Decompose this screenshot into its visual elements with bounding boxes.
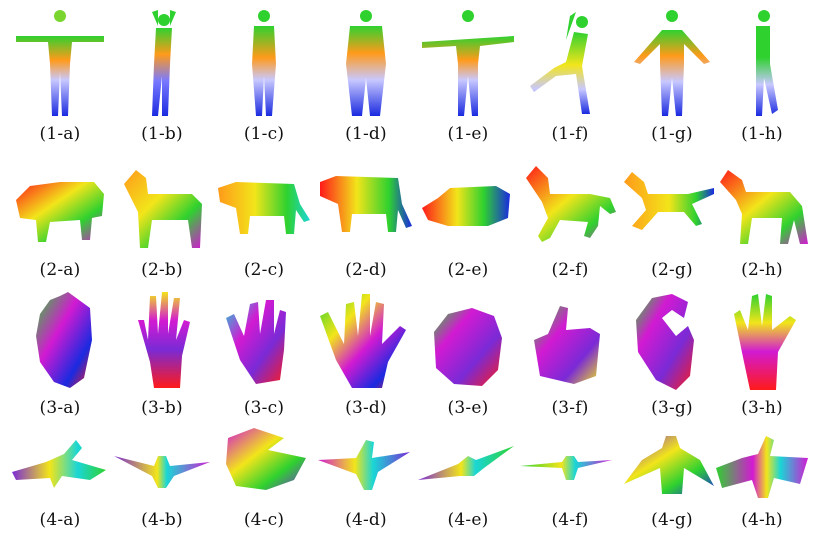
figure-caption: (4-e): [447, 510, 489, 530]
figure-caption: (3-b): [141, 398, 183, 418]
figure-caption: (3-g): [651, 398, 693, 418]
human-mesh-thumbnail: [152, 10, 176, 116]
figure-cell: (1-a): [10, 6, 110, 144]
figure-cell: (4-f): [520, 424, 620, 530]
human-mesh-thumbnail: [346, 10, 386, 116]
figure-cell: (2-c): [214, 164, 314, 280]
figure-cell: (2-e): [418, 164, 518, 280]
figure-caption: (4-h): [741, 510, 783, 530]
figure-caption: (3-e): [447, 398, 489, 418]
bird-mesh-thumbnail: [520, 456, 612, 480]
figure-caption: (2-b): [141, 260, 183, 280]
quadruped-mesh-thumbnail: [124, 170, 202, 248]
quadruped-mesh-thumbnail: [218, 182, 310, 234]
hand-mesh-thumbnail: [636, 294, 694, 390]
figure-caption: (4-g): [651, 510, 693, 530]
bird-mesh-thumbnail: [226, 428, 306, 490]
figure-caption: (2-a): [39, 260, 81, 280]
quadruped-mesh-thumbnail: [422, 186, 510, 226]
figure-caption: (1-d): [345, 124, 387, 144]
figure-caption: (2-c): [243, 260, 285, 280]
figure-caption: (2-d): [345, 260, 387, 280]
human-mesh-thumbnail: [16, 10, 104, 116]
figure-cell: (3-b): [112, 290, 212, 418]
human-mesh-thumbnail: [252, 10, 276, 116]
figure-caption: (1-e): [447, 124, 489, 144]
bird-mesh-thumbnail: [418, 446, 514, 480]
figure-caption: (4-b): [141, 510, 183, 530]
figure-caption: (4-f): [551, 510, 589, 530]
bird-mesh-thumbnail: [318, 440, 410, 490]
bird-mesh-thumbnail: [624, 436, 714, 494]
figure-caption: (3-f): [551, 398, 589, 418]
human-mesh-thumbnail: [422, 10, 514, 116]
bird-mesh-thumbnail: [12, 440, 106, 488]
hand-mesh-thumbnail: [534, 306, 600, 384]
figure-cell: (4-e): [418, 424, 518, 530]
quadruped-mesh-thumbnail: [526, 166, 616, 242]
figure-caption: (1-a): [39, 124, 81, 144]
figure-cell: (1-g): [622, 6, 722, 144]
figure-caption: (4-c): [243, 510, 285, 530]
human-mesh-thumbnail: [756, 10, 778, 116]
quadruped-mesh-thumbnail: [320, 176, 412, 232]
figure-cell: (4-b): [112, 424, 212, 530]
hand-mesh-thumbnail: [226, 300, 286, 384]
bird-mesh-thumbnail: [716, 436, 808, 498]
hand-mesh-thumbnail: [138, 292, 190, 388]
figure-cell: (1-e): [418, 6, 518, 144]
human-mesh-thumbnail: [634, 10, 710, 116]
hand-mesh-thumbnail: [734, 294, 796, 390]
figure-cell: (2-b): [112, 164, 212, 280]
figure-cell: (2-f): [520, 164, 620, 280]
figure-cell: (3-f): [520, 290, 620, 418]
figure-cell: (2-h): [712, 164, 812, 280]
quadruped-mesh-thumbnail: [16, 182, 104, 242]
figure-cell: (3-c): [214, 290, 314, 418]
figure-cell: (4-a): [10, 424, 110, 530]
figure-cell: (3-d): [316, 290, 416, 418]
quadruped-mesh-thumbnail: [624, 172, 714, 230]
human-mesh-thumbnail: [530, 12, 590, 114]
figure-cell: (1-f): [520, 6, 620, 144]
figure-caption: (1-h): [741, 124, 783, 144]
hand-mesh-thumbnail: [320, 294, 406, 388]
figure-cell: (2-a): [10, 164, 110, 280]
figure-cell: (4-c): [214, 424, 314, 530]
figure-cell: (3-h): [712, 290, 812, 418]
quadruped-mesh-thumbnail: [720, 170, 808, 244]
figure-caption: (4-a): [39, 510, 81, 530]
figure-cell: (1-b): [112, 6, 212, 144]
figure-caption: (2-h): [741, 260, 783, 280]
figure-cell: (2-d): [316, 164, 416, 280]
figure-caption: (1-g): [651, 124, 693, 144]
figure-cell: (1-d): [316, 6, 416, 144]
bird-mesh-thumbnail: [114, 456, 210, 488]
figure-caption: (3-d): [345, 398, 387, 418]
figure-caption: (1-f): [551, 124, 589, 144]
figure-cell: (3-e): [418, 290, 518, 418]
figure-caption: (3-c): [243, 398, 285, 418]
figure-cell: (4-g): [622, 424, 722, 530]
figure-caption: (1-b): [141, 124, 183, 144]
figure-caption: (2-f): [551, 260, 589, 280]
figure-cell: (1-h): [712, 6, 812, 144]
figure-cell: (3-a): [10, 290, 110, 418]
figure-caption: (3-a): [39, 398, 81, 418]
figure-caption: (1-c): [243, 124, 285, 144]
figure-cell: (4-d): [316, 424, 416, 530]
figure-cell: (1-c): [214, 6, 314, 144]
figure-cell: (4-h): [712, 424, 812, 530]
figure-cell: (2-g): [622, 164, 722, 280]
figure-caption: (3-h): [741, 398, 783, 418]
figure-cell: (3-g): [622, 290, 722, 418]
hand-mesh-thumbnail: [36, 292, 92, 388]
figure-caption: (4-d): [345, 510, 387, 530]
figure-caption: (2-e): [447, 260, 489, 280]
hand-mesh-thumbnail: [434, 308, 502, 386]
figure-caption: (2-g): [651, 260, 693, 280]
